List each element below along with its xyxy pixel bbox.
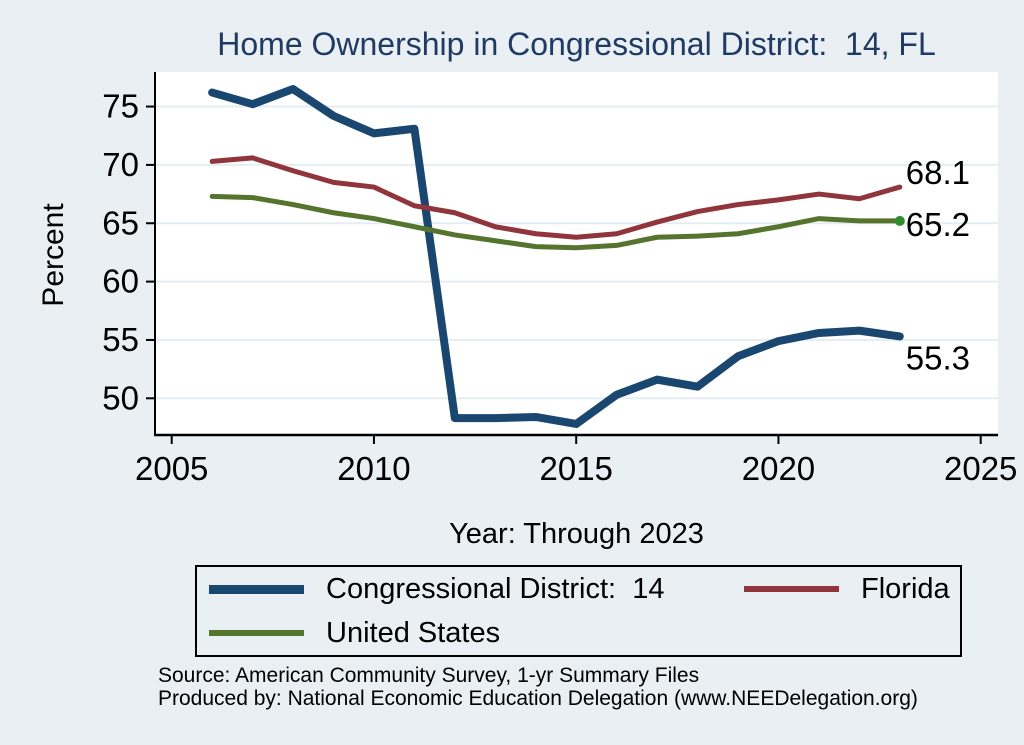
- y-tick-label: 60: [102, 263, 139, 300]
- line-united-states: [209, 193, 903, 251]
- legend-swatch-us-line: [209, 630, 304, 636]
- x-axis-title: Year: Through 2023: [449, 518, 704, 550]
- legend-entry-united-states: United States: [197, 614, 732, 652]
- x-tick-label: 2010: [337, 450, 410, 487]
- y-tick-label: 55: [102, 321, 139, 358]
- x-tick-label: 2015: [539, 450, 612, 487]
- line-congressional-district-14: [208, 85, 904, 428]
- x-tick-label: 2005: [135, 450, 208, 487]
- source-line-2: Produced by: National Economic Education…: [158, 687, 918, 710]
- source-line-1: Source: American Community Survey, 1-yr …: [158, 664, 700, 687]
- end-label-congressional-district-14: 55.3: [906, 339, 970, 376]
- y-tick-label: 65: [102, 204, 139, 241]
- y-tick-label: 75: [102, 88, 139, 125]
- end-marker-united-states: [894, 215, 905, 226]
- line-florida: [209, 155, 903, 240]
- y-tick-label: 50: [102, 379, 139, 416]
- legend-box: Congressional District: 14 Florida Unite…: [195, 565, 962, 657]
- legend-label-district: Congressional District: 14: [326, 572, 665, 605]
- chart-title: Home Ownership in Congressional District…: [217, 26, 936, 62]
- legend-swatch-florida-line: [744, 586, 839, 592]
- legend-label-florida: Florida: [861, 572, 950, 605]
- y-tick-label: 70: [102, 146, 139, 183]
- x-tick-label: 2025: [944, 450, 1017, 487]
- source-note: Source: American Community Survey, 1-yr …: [158, 664, 918, 710]
- plot-area-background: [155, 72, 998, 435]
- legend-swatch-district-line: [209, 584, 304, 594]
- end-label-florida: 68.1: [906, 154, 970, 191]
- y-axis-title: Percent: [37, 203, 70, 307]
- legend-label-united-states: United States: [326, 616, 501, 649]
- x-tick-label: 2020: [742, 450, 815, 487]
- legend-entry-florida: Florida: [732, 570, 960, 608]
- legend-entry-congressional-district-14: Congressional District: 14: [197, 570, 732, 608]
- end-label-united-states: 65.2: [906, 206, 970, 243]
